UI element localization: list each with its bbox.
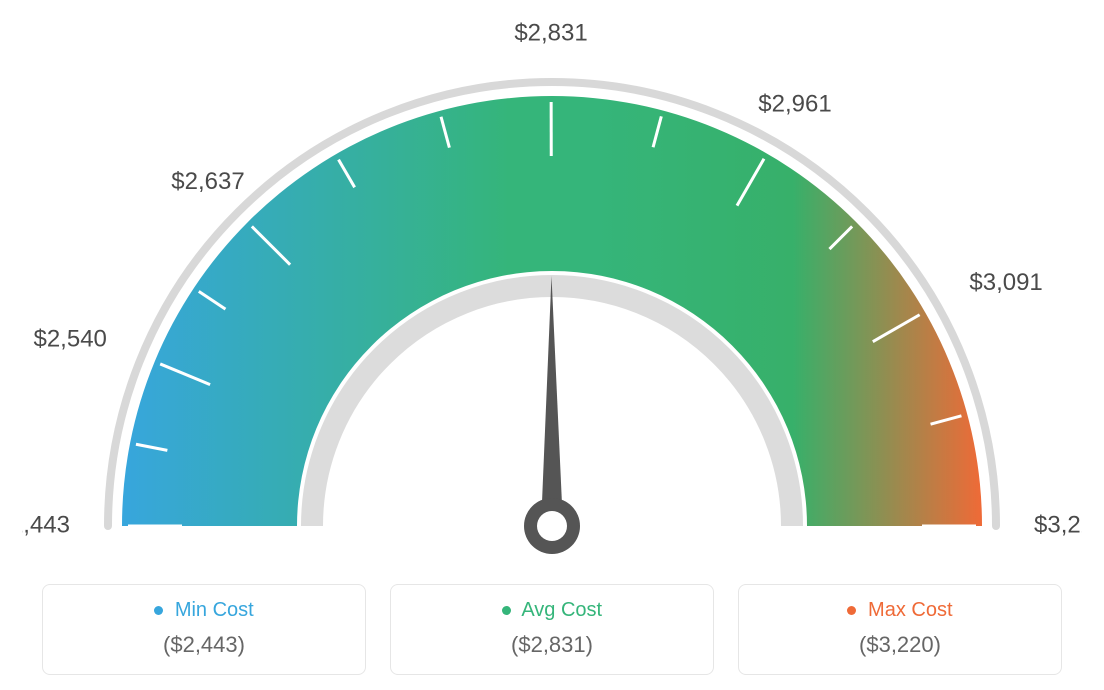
dot-icon	[502, 606, 511, 615]
legend-min: Min Cost ($2,443)	[42, 584, 366, 675]
svg-text:$3,091: $3,091	[969, 269, 1042, 296]
legend-avg-value: ($2,831)	[401, 632, 703, 658]
legend-min-title: Min Cost	[53, 599, 355, 622]
svg-text:$2,637: $2,637	[171, 168, 244, 195]
legend-max: Max Cost ($3,220)	[738, 584, 1062, 675]
dot-icon	[847, 606, 856, 615]
legend-min-title-text: Min Cost	[175, 599, 254, 621]
svg-text:$2,961: $2,961	[758, 90, 831, 117]
legend-max-value: ($3,220)	[749, 632, 1051, 658]
legend-avg-title: Avg Cost	[401, 599, 703, 622]
cost-gauge-widget: $2,443 $2,540 $2,637 $2,831 $2,961 $3,091 $3,2…	[22, 16, 1082, 675]
legend-min-value: ($2,443)	[53, 632, 355, 658]
svg-text:$2,540: $2,540	[33, 325, 106, 352]
svg-text:$2,831: $2,831	[514, 19, 587, 46]
legend-avg: Avg Cost ($2,831)	[390, 584, 714, 675]
gauge-svg: $2,443 $2,540 $2,637 $2,831 $2,961 $3,091 $3,2…	[22, 16, 1082, 576]
legend-max-title-text: Max Cost	[868, 599, 952, 621]
legend-max-title: Max Cost	[749, 599, 1051, 622]
legend-avg-title-text: Avg Cost	[521, 599, 602, 621]
legend-row: Min Cost ($2,443) Avg Cost ($2,831) Max …	[22, 584, 1082, 675]
svg-text:$3,220: $3,220	[1034, 511, 1082, 538]
gauge-area: $2,443 $2,540 $2,637 $2,831 $2,961 $3,091 $3,2…	[22, 16, 1082, 576]
dot-icon	[154, 606, 163, 615]
svg-text:$2,443: $2,443	[22, 511, 70, 538]
